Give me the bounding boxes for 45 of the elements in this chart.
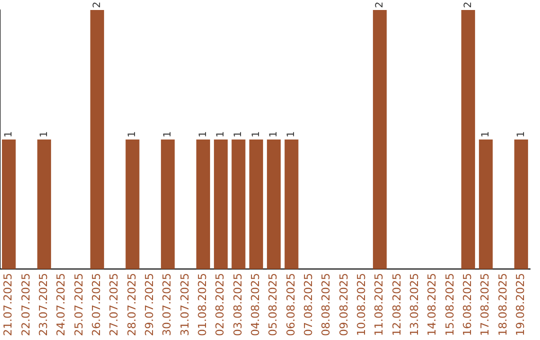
x-tick-label: 10.08.2025 <box>355 273 368 336</box>
x-tick-label: 30.07.2025 <box>160 273 174 336</box>
data-label: 2 <box>374 2 386 8</box>
x-tick-label: 05.08.2025 <box>266 273 280 336</box>
x-tick-label: 27.07.2025 <box>108 273 121 336</box>
x-tick-label: 19.08.2025 <box>514 273 528 336</box>
x-tick-label: 22.07.2025 <box>19 273 32 336</box>
x-tick-label: 29.07.2025 <box>143 273 156 336</box>
x-tick-label: 16.08.2025 <box>461 273 474 336</box>
x-tick-label: 02.08.2025 <box>214 273 227 336</box>
x-tick-label: 12.08.2025 <box>390 273 404 336</box>
x-tick-label: 15.08.2025 <box>443 273 456 336</box>
data-label: 1 <box>233 131 244 138</box>
x-tick-label: 09.08.2025 <box>337 273 350 336</box>
data-label: 1 <box>516 131 527 138</box>
x-tick-label: 14.08.2025 <box>426 273 439 336</box>
data-label: 1 <box>268 131 280 138</box>
data-label: 1 <box>162 131 174 138</box>
x-tick-label: 17.08.2025 <box>478 273 492 336</box>
x-tick-label: 26.07.2025 <box>90 273 104 336</box>
x-tick-label: 07.08.2025 <box>302 273 316 336</box>
data-label: 2 <box>92 2 103 8</box>
x-tick-label: 18.08.2025 <box>496 273 510 336</box>
x-tick-label: 13.08.2025 <box>408 273 422 336</box>
data-label: 1 <box>198 131 209 138</box>
x-tick-label: 11.08.2025 <box>372 273 386 336</box>
x-tick-label: 04.08.2025 <box>249 273 262 336</box>
data-label: 1 <box>215 131 226 138</box>
x-tick-label: 03.08.2025 <box>231 273 244 336</box>
x-tick-label: 24.07.2025 <box>54 273 68 336</box>
data-label: 1 <box>480 131 492 138</box>
data-label: 1 <box>286 131 298 138</box>
x-tick-label: 08.08.2025 <box>320 273 333 336</box>
x-tick-label: 31.07.2025 <box>178 273 192 336</box>
data-label: 1 <box>38 131 50 138</box>
x-tick-label: 28.07.2025 <box>125 273 138 336</box>
x-tick-label: 06.08.2025 <box>284 273 298 336</box>
x-tick-label: 25.07.2025 <box>72 273 86 336</box>
x-tick-label: 01.08.2025 <box>196 273 210 336</box>
data-label: 1 <box>250 131 262 138</box>
x-tick-label: 21.07.2025 <box>2 273 15 336</box>
data-label: 1 <box>3 131 14 138</box>
x-tick-label: 23.07.2025 <box>37 273 50 336</box>
data-label: 2 <box>462 2 474 8</box>
data-label: 1 <box>127 131 138 138</box>
